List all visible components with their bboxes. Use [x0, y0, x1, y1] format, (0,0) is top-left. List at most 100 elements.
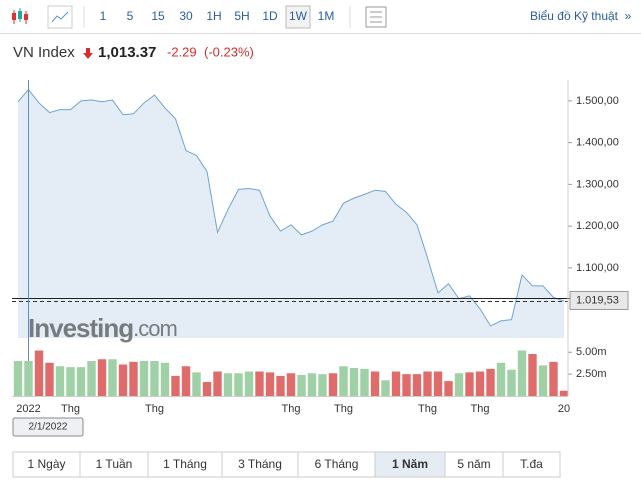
more-link[interactable]: » [625, 9, 632, 23]
volume-bar [244, 371, 254, 396]
y-tick-label: 1.500,00 [576, 95, 619, 107]
volume-bar [118, 364, 128, 396]
y-tick-label: 2.50m [576, 368, 607, 380]
price-label: 1.019,53 [576, 294, 619, 306]
y-tick-label: 1.300,00 [576, 178, 619, 190]
volume-bar [454, 373, 464, 396]
x-tick-label: Thg [471, 403, 490, 415]
volume-bar [444, 381, 453, 396]
volume-bar [76, 367, 86, 396]
volume-bar [402, 374, 411, 396]
price-area [18, 89, 564, 338]
tab-label[interactable]: 6 Tháng [315, 457, 359, 471]
watermark-suffix: .com [133, 316, 177, 341]
crosshair-label: 2/1/2022 [29, 422, 68, 433]
x-tick-label: Thg [61, 403, 80, 415]
volume-bar [391, 371, 401, 396]
candle-icon[interactable] [12, 8, 28, 24]
tab[interactable] [502, 451, 561, 478]
interval-button[interactable]: 1D [262, 9, 278, 23]
interval-button[interactable]: 5 [127, 9, 134, 23]
x-tick-label: Thg [334, 403, 353, 415]
volume-bar [13, 361, 23, 396]
area-icon[interactable] [47, 5, 73, 29]
tab[interactable] [444, 451, 504, 478]
volume-bar [286, 373, 296, 396]
volume-bar [297, 375, 306, 396]
volume-bar [507, 369, 516, 396]
instrument-name: VN Index [13, 44, 75, 61]
volume-bar [87, 361, 96, 396]
tab-label[interactable]: 1 Ngày [27, 457, 65, 471]
volume-bar [223, 373, 233, 396]
tab[interactable] [147, 451, 223, 478]
x-tick-label: 20 [558, 403, 570, 415]
interval-button[interactable]: 15 [151, 9, 165, 23]
y-tick-label: 1.200,00 [576, 220, 619, 232]
x-tick-label: 2022 [16, 403, 40, 415]
volume-bar [202, 382, 212, 396]
interval-button[interactable]: 1W [289, 9, 308, 23]
y-tick-label: 5.00m [576, 346, 607, 358]
volume-bar [465, 372, 474, 396]
volume-bar [496, 362, 506, 396]
volume-bar [528, 354, 537, 396]
volume-bar [559, 390, 569, 396]
tab[interactable] [221, 451, 299, 478]
interval-button[interactable]: 5H [234, 9, 249, 23]
range-tabs: 1 Ngày 1 Tuần 1 Tháng 3 Tháng 6 Tháng 1 Năm 5 … [12, 451, 561, 478]
price: 1,013.37 [98, 44, 156, 61]
x-tick-label: Thg [418, 403, 437, 415]
volume-bar [318, 374, 327, 396]
x-tick-label: Thg [145, 403, 164, 415]
interval-button[interactable]: 1H [206, 9, 221, 23]
interval-button[interactable]: 1 [100, 9, 107, 23]
volume-bar [370, 371, 380, 396]
volume-bar [181, 366, 191, 396]
tab-label[interactable]: T.đa [520, 457, 543, 471]
volume-bar [45, 362, 54, 396]
volume-bar [160, 362, 170, 396]
volume-bar [549, 361, 558, 396]
plot: Investing.com [12, 80, 629, 437]
volume-bar [475, 371, 485, 396]
tab[interactable] [297, 451, 376, 478]
tab[interactable] [12, 451, 81, 478]
volume-bar [24, 361, 33, 396]
volume-bar [265, 372, 275, 396]
volume-bar [171, 375, 180, 396]
change: -2.29 [167, 44, 197, 59]
interval-selected [285, 5, 311, 29]
volume-bar [55, 366, 65, 396]
technical-link[interactable]: Biểu đồ Kỹ thuật [530, 9, 619, 23]
volume-bar [276, 375, 285, 396]
volume-bar [433, 371, 443, 396]
volume-bar [129, 361, 138, 396]
volume-bar [360, 368, 369, 396]
down-arrow [83, 48, 93, 59]
tab-label[interactable]: 1 Năm [392, 457, 428, 471]
volume-bar [97, 359, 107, 396]
price-label-box [569, 290, 629, 310]
volume-bar [150, 361, 159, 396]
volume-bar [108, 359, 117, 396]
interval-button[interactable]: 30 [179, 9, 193, 23]
crosshair-label-box [12, 417, 84, 437]
change-percent: (-0.23%) [204, 44, 254, 59]
volume-bar [517, 350, 527, 396]
volume-bar [192, 372, 201, 396]
volume-bar [255, 371, 264, 396]
tab-label[interactable]: 5 năm [457, 457, 490, 471]
price-line [17, 88, 565, 327]
volume-bar [34, 350, 44, 396]
y-tick-label: 1.100,00 [576, 262, 619, 274]
volume-bar [486, 368, 495, 396]
tab[interactable] [79, 451, 149, 478]
tab-label[interactable]: 3 Tháng [238, 457, 282, 471]
volume-bar [349, 368, 359, 396]
interval-button[interactable]: 1M [318, 9, 335, 23]
tab[interactable] [374, 451, 446, 478]
volume-bar [381, 380, 390, 396]
tab-label[interactable]: 1 Tháng [163, 457, 207, 471]
tab-label[interactable]: 1 Tuần [96, 457, 133, 471]
